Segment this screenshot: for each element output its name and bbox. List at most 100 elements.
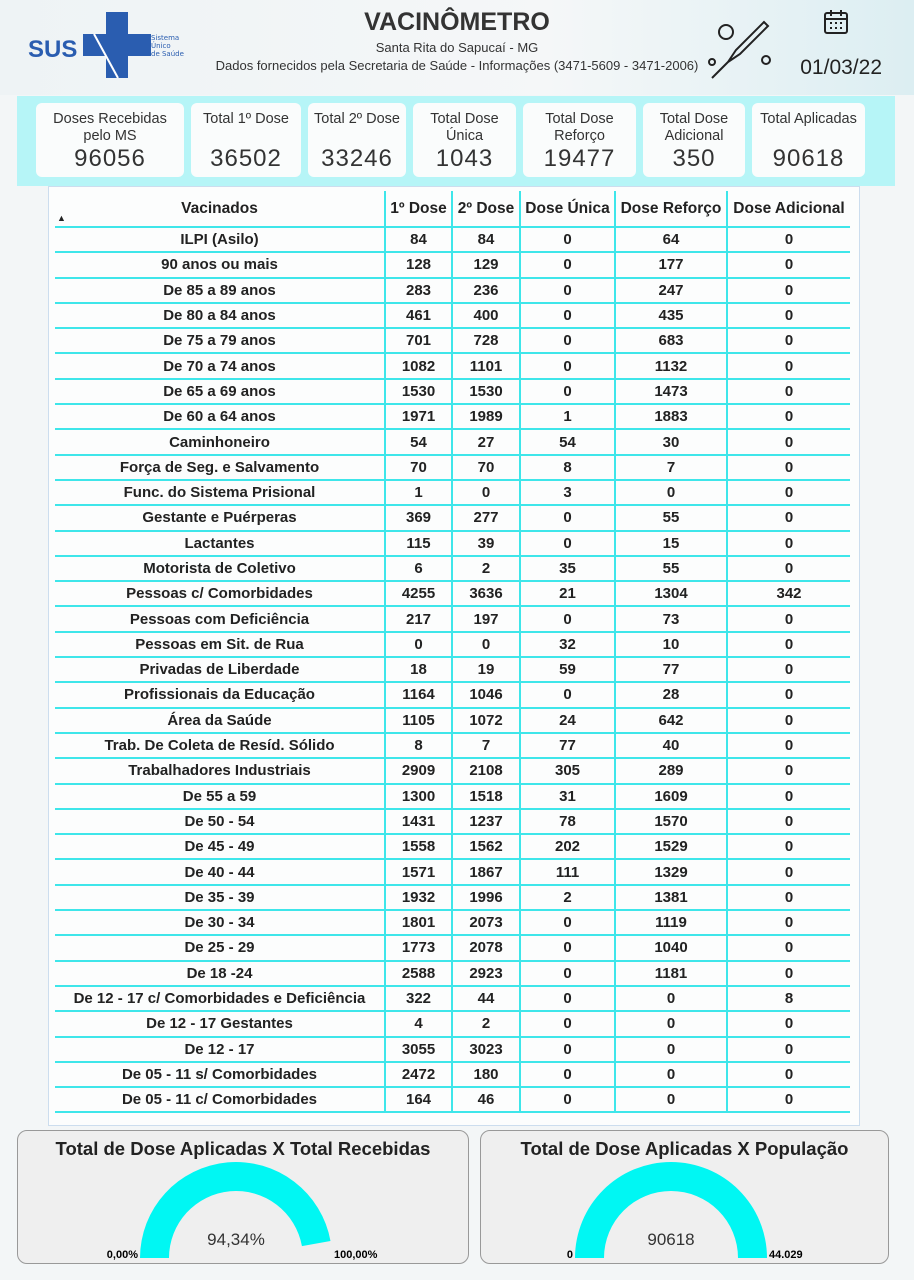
table-cell: 30 — [615, 429, 728, 456]
table-cell: 8 — [385, 732, 453, 760]
table-cell: 701 — [385, 328, 453, 355]
summary-card: Total Dose Reforço 19477 — [523, 103, 636, 177]
table-cell: 0 — [727, 606, 850, 633]
table-cell: 1518 — [452, 783, 521, 810]
row-label: De 12 - 17 — [55, 1036, 386, 1063]
column-header-label: 2º Dose — [457, 199, 515, 217]
table-cell: 84 — [385, 227, 453, 254]
table-cell: 35 — [520, 555, 616, 583]
row-label: De 12 - 17 c/ Comorbidades e Deficiência — [55, 985, 386, 1013]
table-cell: 84 — [452, 227, 521, 254]
gauge-fill-arc — [575, 1162, 767, 1258]
table-cell: 0 — [615, 479, 728, 507]
table-row: De 12 - 17 3055 3023 0 0 0 — [55, 1036, 850, 1063]
table-cell: 46 — [452, 1087, 521, 1114]
table-row: Motorista de Coletivo 6 2 35 55 0 — [55, 555, 850, 583]
column-header-label: Dose Única — [525, 199, 610, 217]
gauge-title: Total de Dose Aplicadas X Total Recebida… — [55, 1138, 431, 1159]
column-header-label: Dose Adicional — [733, 199, 845, 217]
table-row: De 55 a 59 1300 1518 31 1609 0 — [55, 783, 850, 810]
column-header[interactable]: 1º Dose — [385, 191, 453, 228]
table-cell: 0 — [520, 1011, 616, 1038]
row-label: De 05 - 11 s/ Comorbidades — [55, 1061, 386, 1089]
gauge-applied-vs-received: Total de Dose Aplicadas X Total Recebida… — [17, 1130, 469, 1264]
table-cell: 111 — [520, 859, 616, 886]
table-cell: 0 — [727, 353, 850, 380]
table-cell: 2472 — [385, 1061, 453, 1089]
table-cell: 1530 — [452, 378, 521, 406]
gauge-min-label: 0,00% — [107, 1249, 138, 1261]
table-cell: 0 — [520, 682, 616, 709]
row-label: De 85 a 89 anos — [55, 277, 386, 304]
table-cell: 2108 — [452, 758, 521, 785]
table-row: Trab. De Coleta de Resíd. Sólido 8 7 77 40 0 — [55, 732, 850, 760]
table-cell: 0 — [520, 960, 616, 987]
calendar-icon — [824, 10, 848, 34]
table-cell: 0 — [727, 1087, 850, 1114]
row-label: Lactantes — [55, 530, 386, 557]
table-cell: 7 — [615, 454, 728, 481]
row-label: Trab. De Coleta de Resíd. Sólido — [55, 732, 386, 760]
table-row: De 35 - 39 1932 1996 2 1381 0 — [55, 884, 850, 912]
table-row: Trabalhadores Industriais 2909 2108 305 289 0 — [55, 758, 850, 785]
table-cell: 1181 — [615, 960, 728, 987]
table-cell: 0 — [727, 960, 850, 987]
row-label: Trabalhadores Industriais — [55, 758, 386, 785]
table-cell: 461 — [385, 302, 453, 330]
column-header[interactable]: Dose Adicional — [727, 191, 850, 228]
table-cell: 1773 — [385, 935, 453, 962]
table-cell: 1105 — [385, 707, 453, 734]
table-row: Func. do Sistema Prisional 1 0 3 0 0 — [55, 479, 850, 507]
table-cell: 39 — [452, 530, 521, 557]
table-cell: 217 — [385, 606, 453, 633]
table-row: De 05 - 11 s/ Comorbidades 2472 180 0 0 0 — [55, 1061, 850, 1089]
table-row: Profissionais da Educação 1164 1046 0 28 0 — [55, 682, 850, 709]
row-label: De 80 a 84 anos — [55, 302, 386, 330]
table-row: De 18 -24 2588 2923 0 1181 0 — [55, 960, 850, 987]
card-label: Total Dose Adicional — [659, 111, 729, 144]
summary-card: Doses Recebidas pelo MS 96056 — [36, 103, 184, 177]
table-cell: 3055 — [385, 1036, 453, 1063]
table-cell: 0 — [727, 277, 850, 304]
table-cell: 0 — [727, 657, 850, 684]
row-label: Pessoas com Deficiência — [55, 606, 386, 633]
row-label: De 05 - 11 c/ Comorbidades — [55, 1087, 386, 1114]
table-cell: 236 — [452, 277, 521, 304]
card-value: 36502 — [210, 145, 282, 172]
table-cell: 0 — [727, 884, 850, 912]
table-cell: 0 — [727, 555, 850, 583]
table-cell: 0 — [615, 1061, 728, 1089]
card-label: Total Dose Única — [430, 111, 499, 144]
row-label: De 50 - 54 — [55, 808, 386, 836]
column-header[interactable]: Vacinados ▲ — [55, 191, 386, 228]
table-cell: 0 — [727, 1011, 850, 1038]
table-cell: 8 — [727, 985, 850, 1013]
row-label: De 40 - 44 — [55, 859, 386, 886]
column-header[interactable]: Dose Única — [520, 191, 616, 228]
row-label: De 60 a 64 anos — [55, 404, 386, 431]
table-row: Pessoas em Sit. de Rua 0 0 32 10 0 — [55, 631, 850, 659]
table-cell: 0 — [727, 429, 850, 456]
column-header[interactable]: Dose Reforço — [615, 191, 728, 228]
summary-card: Total Dose Adicional 350 — [643, 103, 745, 177]
row-label: De 25 - 29 — [55, 935, 386, 962]
column-header[interactable]: 2º Dose — [452, 191, 521, 228]
table-cell: 10 — [615, 631, 728, 659]
summary-cards: Doses Recebidas pelo MS 96056 Total 1º Dos… — [17, 96, 895, 186]
table-cell: 1132 — [615, 353, 728, 380]
gauge-value: 94,34% — [207, 1230, 265, 1249]
vaccination-table: Vacinados ▲ 1º Dose 2º Dose Dose Única Dose R… — [55, 191, 850, 1114]
table-cell: 0 — [727, 328, 850, 355]
sort-ascending-icon[interactable]: ▲ — [57, 213, 66, 223]
table-cell: 1431 — [385, 808, 453, 836]
table-cell: 683 — [615, 328, 728, 355]
table-cell: 400 — [452, 302, 521, 330]
table-cell: 1082 — [385, 353, 453, 380]
table-cell: 55 — [615, 505, 728, 532]
table-cell: 0 — [520, 353, 616, 380]
table-cell: 70 — [452, 454, 521, 481]
table-cell: 0 — [727, 1036, 850, 1063]
page-title: VACINÔMETRO — [364, 8, 550, 36]
header: SUS Sistema Único de Saúde VACINÔMETRO S… — [0, 0, 914, 95]
row-label: ILPI (Asilo) — [55, 227, 386, 254]
